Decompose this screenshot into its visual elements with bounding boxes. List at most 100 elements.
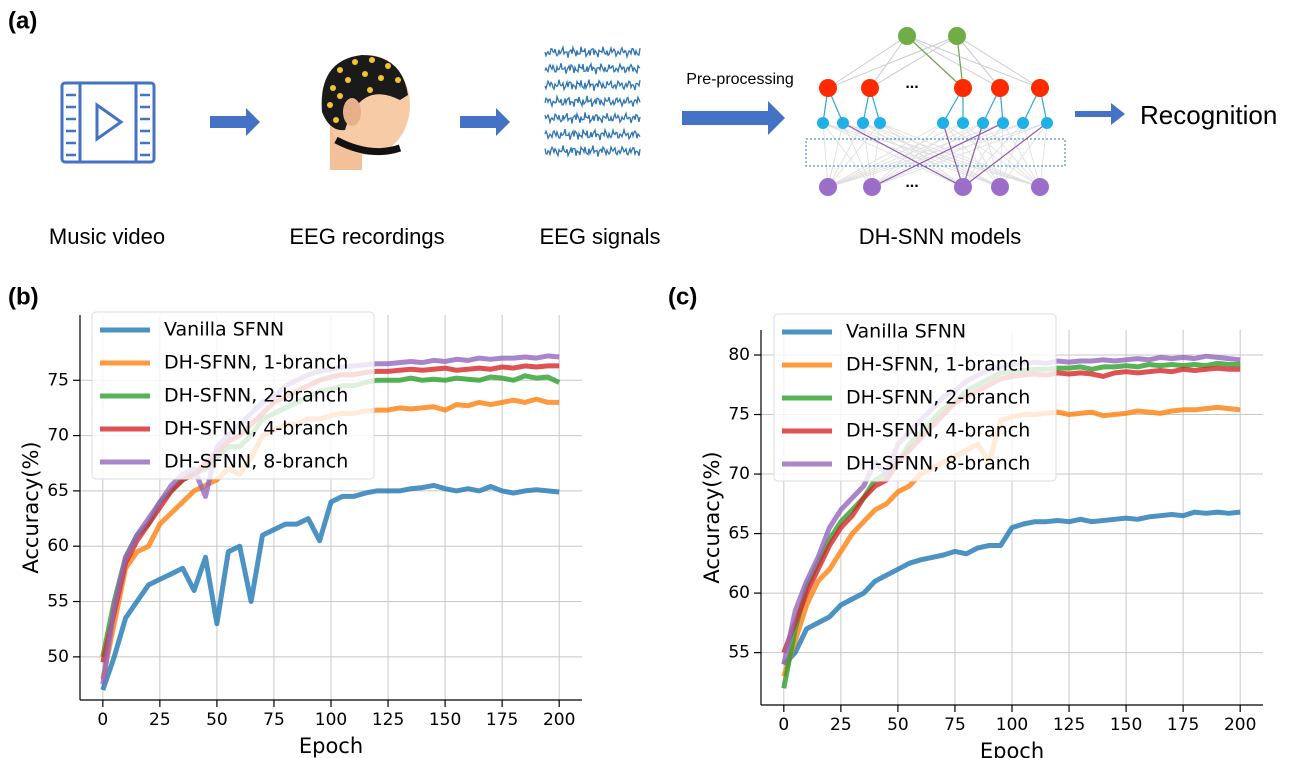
x-tick-label: 175 — [1167, 715, 1199, 735]
dashed-box — [805, 138, 1066, 167]
arrows — [210, 101, 1125, 136]
connection — [962, 122, 984, 188]
y-tick-label: 65 — [728, 524, 750, 544]
connection — [906, 35, 1001, 89]
signal-trace — [544, 44, 641, 60]
connection — [871, 122, 984, 188]
node — [817, 117, 829, 129]
x-tick-label: 100 — [315, 710, 347, 730]
connection — [827, 35, 958, 89]
y-tick-label: 60 — [47, 536, 69, 556]
step-label: EEG recordings — [289, 224, 444, 249]
connection — [962, 122, 1004, 188]
connection — [906, 35, 1041, 89]
connection — [842, 122, 964, 188]
node — [857, 117, 869, 129]
legend-label: Vanilla SFNN — [846, 321, 966, 343]
legend-label: DH-SFNN, 2-branch — [164, 385, 348, 407]
node — [1041, 117, 1053, 129]
connection — [869, 35, 958, 89]
connection — [962, 122, 1024, 188]
x-tick-label: 100 — [996, 715, 1028, 735]
connection — [869, 35, 908, 89]
x-tick-label: 125 — [372, 710, 404, 730]
signal-trace — [544, 144, 641, 158]
signal-trace — [544, 127, 641, 141]
x-tick-label: 0 — [97, 710, 108, 730]
node — [819, 79, 837, 97]
legend-label: DH-SFNN, 8-branch — [164, 451, 348, 473]
connection — [879, 122, 1001, 188]
legend-box — [91, 311, 375, 480]
connection — [906, 35, 964, 89]
node — [948, 27, 966, 45]
y-tick-label: 75 — [47, 370, 69, 390]
x-tick-label: 125 — [1053, 715, 1085, 735]
connection — [827, 122, 984, 188]
y-tick-label: 50 — [47, 647, 69, 667]
node — [837, 117, 849, 129]
signal-trace — [544, 111, 641, 125]
connection — [871, 122, 881, 188]
legend-label: DH-SFNN, 2-branch — [846, 387, 1030, 409]
connection — [999, 122, 1004, 188]
y-tick-label: 75 — [728, 405, 750, 425]
connection — [862, 122, 873, 188]
connection — [871, 122, 1004, 188]
connection — [962, 122, 1048, 188]
connection — [942, 122, 964, 188]
ellipsis: ... — [905, 75, 918, 92]
connection — [827, 122, 964, 188]
y-axis-label: Accuracy(%) — [700, 451, 724, 583]
connection — [827, 35, 908, 89]
node — [991, 79, 1009, 97]
connection — [822, 122, 964, 188]
x-tick-label: 75 — [944, 715, 966, 735]
connection — [842, 122, 1041, 188]
x-tick-label: 150 — [1110, 715, 1142, 735]
node — [937, 117, 949, 129]
series-line — [781, 509, 1241, 667]
legend-label: DH-SFNN, 4-branch — [846, 420, 1030, 442]
legend-label: DH-SFNN, 1-branch — [164, 352, 348, 374]
node — [819, 178, 837, 196]
connection — [827, 122, 881, 188]
connection — [842, 122, 873, 188]
connection — [827, 122, 1024, 188]
ellipsis: ... — [905, 174, 918, 191]
connection — [871, 122, 1048, 188]
x-tick-label: 0 — [778, 715, 789, 735]
connection — [871, 122, 964, 188]
node — [954, 79, 972, 97]
legend-box — [773, 313, 1057, 482]
connection — [871, 122, 944, 188]
y-tick-label: 55 — [728, 643, 750, 663]
y-tick-label: 70 — [728, 464, 750, 484]
network-diagram: ...... — [805, 27, 1066, 196]
video-icon — [60, 81, 156, 164]
x-tick-label: 200 — [1224, 715, 1256, 735]
eeg-head-icon — [321, 55, 410, 170]
node — [1031, 79, 1049, 97]
signal-trace — [544, 61, 641, 75]
legend-label: Vanilla SFNN — [164, 319, 284, 341]
panel-label: (c) — [668, 283, 697, 310]
connection — [956, 35, 1041, 89]
y-tick-label: 60 — [728, 583, 750, 603]
node — [957, 117, 969, 129]
signal-trace — [544, 79, 641, 92]
connection — [1039, 122, 1048, 188]
connection — [1022, 122, 1041, 188]
step-label: EEG signals — [539, 224, 660, 249]
y-tick-label: 70 — [47, 426, 69, 446]
x-axis-label: Epoch — [980, 739, 1044, 758]
eeg-signals-icon — [544, 44, 641, 158]
node — [863, 178, 881, 196]
node — [977, 117, 989, 129]
connection — [999, 122, 1024, 188]
x-axis-label: Epoch — [299, 734, 363, 758]
panel-label: (b) — [8, 283, 39, 310]
connection — [862, 122, 1041, 188]
x-tick-label: 25 — [149, 710, 171, 730]
x-tick-label: 200 — [543, 710, 575, 730]
